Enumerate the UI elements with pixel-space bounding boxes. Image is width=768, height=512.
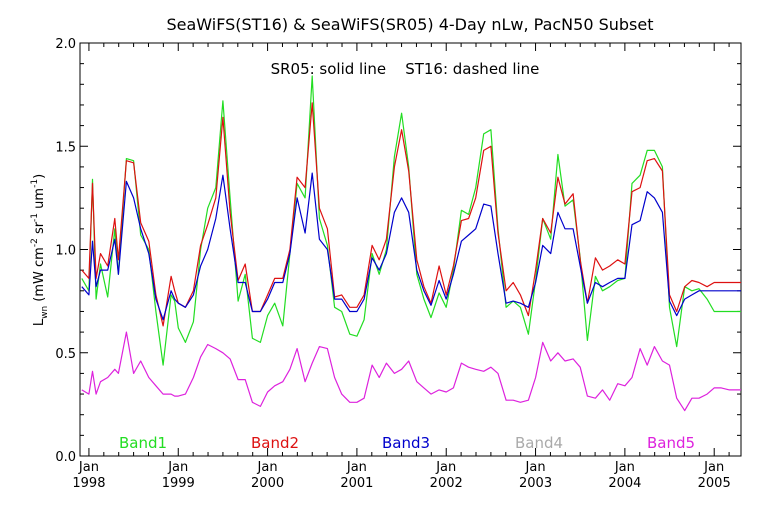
y-tick-label: 2.0 xyxy=(55,37,76,52)
x-axis: Jan1998Jan1999Jan2000Jan2001Jan2002Jan20… xyxy=(72,43,731,491)
x-tick-month: Jan xyxy=(435,460,456,475)
y-label-end: ) xyxy=(32,174,47,179)
y-label-units: (mW cm xyxy=(32,247,47,306)
x-tick-year: 2002 xyxy=(430,476,463,491)
legend-band2: Band2 xyxy=(251,434,299,452)
series-line-band3 xyxy=(81,172,741,321)
x-tick-month: Jan xyxy=(703,460,724,475)
plot-frame xyxy=(79,42,742,457)
series-lines xyxy=(81,75,741,412)
line-style-annotation: SR05: solid line ST16: dashed line xyxy=(271,60,540,78)
y-tick-label: 1.0 xyxy=(55,244,76,259)
x-tick-year: 2005 xyxy=(698,476,731,491)
x-tick-month: Jan xyxy=(257,460,278,475)
x-tick-month: Jan xyxy=(346,460,367,475)
x-tick-year: 2001 xyxy=(340,476,373,491)
x-tick-month: Jan xyxy=(525,460,546,475)
series-line-band2 xyxy=(81,102,741,327)
legend: Band1 Band2 Band3 Band4 Band5 xyxy=(119,434,695,452)
y-tick-label: 1.5 xyxy=(55,140,76,155)
legend-band4: Band4 xyxy=(515,434,563,452)
x-tick-month: Jan xyxy=(614,460,635,475)
x-tick-month: Jan xyxy=(167,460,188,475)
legend-band5: Band5 xyxy=(647,434,695,452)
y-label-subscript: wn xyxy=(40,306,50,319)
y-axis-label: Lwn (mW cm-2 sr-1 um-1) xyxy=(30,174,50,326)
x-tick-year: 1998 xyxy=(72,476,105,491)
legend-band1: Band1 xyxy=(119,434,167,452)
y-label-mid2: um xyxy=(32,188,47,213)
x-tick-year: 1999 xyxy=(162,476,195,491)
y-label-exp2: -1 xyxy=(30,213,40,222)
x-tick-month: Jan xyxy=(78,460,99,475)
legend-band3: Band3 xyxy=(382,434,430,452)
y-tick-label: 0.0 xyxy=(55,450,76,465)
x-tick-year: 2004 xyxy=(608,476,641,491)
chart-title: SeaWiFS(ST16) & SeaWiFS(SR05) 4-Day nLw,… xyxy=(166,15,653,34)
y-axis: 0.0 0.5 1.0 1.5 2.0 xyxy=(55,37,741,465)
x-tick-year: 2000 xyxy=(251,476,284,491)
series-line-band1 xyxy=(81,75,741,366)
y-label-exp3: -1 xyxy=(30,179,40,188)
x-tick-year: 2003 xyxy=(519,476,552,491)
y-label-main: L xyxy=(32,318,47,326)
y-tick-label: 0.5 xyxy=(55,347,76,362)
y-label-mid: sr xyxy=(32,221,47,238)
series-line-band5 xyxy=(81,331,741,412)
y-label-exp1: -2 xyxy=(30,238,40,247)
